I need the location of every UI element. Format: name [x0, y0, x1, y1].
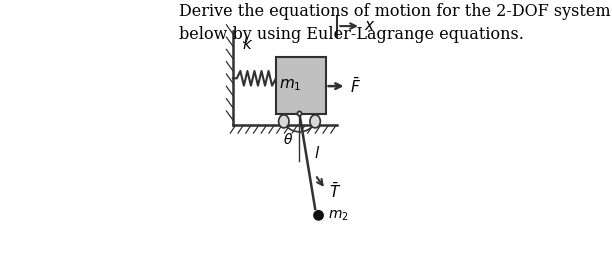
Ellipse shape	[310, 115, 320, 128]
Text: $m_2$: $m_2$	[327, 208, 348, 223]
Text: $\theta$: $\theta$	[283, 132, 293, 147]
Text: $\bar{F}$: $\bar{F}$	[350, 76, 361, 96]
Circle shape	[297, 111, 302, 116]
Text: $l$: $l$	[314, 145, 320, 161]
Text: $x$: $x$	[364, 19, 376, 33]
Circle shape	[314, 211, 323, 220]
Text: $\bar{T}$: $\bar{T}$	[329, 182, 342, 201]
Ellipse shape	[278, 115, 289, 128]
Text: Derive the equations of motion for the 2-DOF system shown
below by using Euler-L: Derive the equations of motion for the 2…	[179, 3, 612, 43]
Text: $m_1$: $m_1$	[279, 77, 302, 93]
Bar	[276, 57, 326, 114]
Text: $k$: $k$	[242, 36, 253, 52]
